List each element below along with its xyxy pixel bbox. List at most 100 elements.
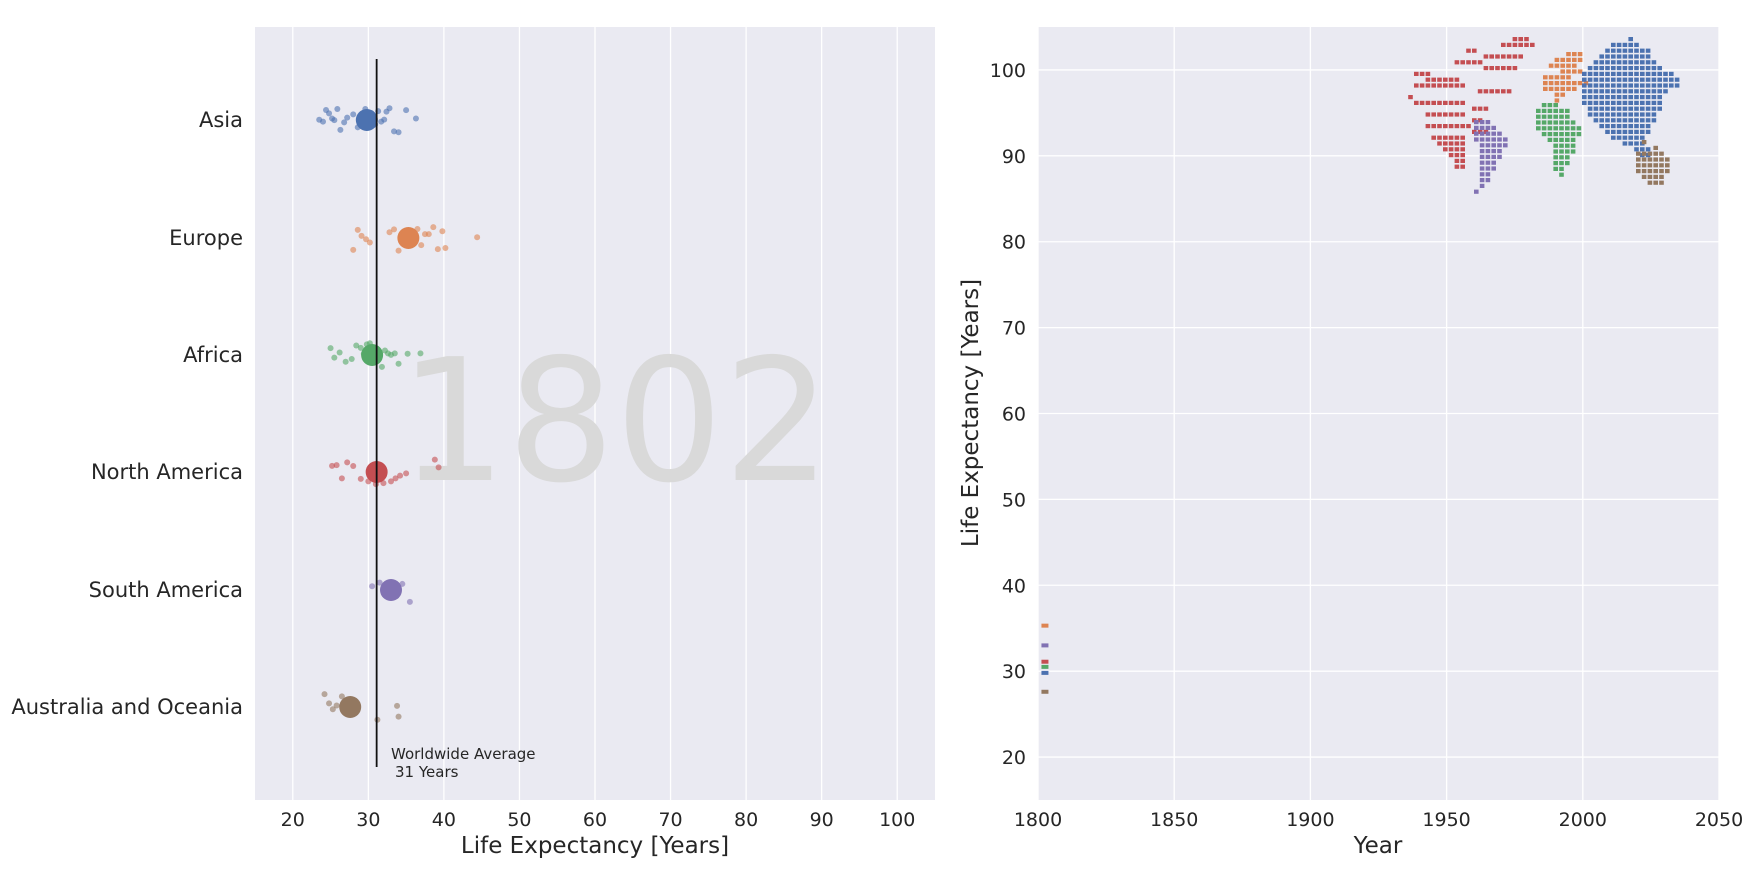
category-label: Asia (199, 108, 243, 132)
map-cell (1536, 126, 1541, 131)
map-cell (1566, 52, 1571, 57)
map-cell (1647, 163, 1653, 168)
map-cell (1460, 141, 1465, 146)
map-cell (1485, 120, 1491, 125)
country-point (395, 713, 402, 720)
map-cell (1570, 120, 1576, 125)
map-cell (1554, 86, 1560, 91)
map-cell (1622, 95, 1628, 100)
x-tick-label: 1900 (1286, 809, 1334, 831)
map-cell (1640, 48, 1645, 53)
map-cell (1483, 66, 1489, 71)
map-cell (1634, 89, 1639, 94)
map-cell (1577, 69, 1583, 74)
map-cell (1616, 66, 1622, 71)
map-cell (1593, 112, 1599, 117)
map-cell (1524, 37, 1529, 42)
map-cell (1628, 77, 1633, 82)
map-cell (1414, 100, 1419, 105)
map-cell (1616, 106, 1622, 111)
map-cell (1616, 124, 1622, 129)
continent-mean-point (380, 579, 402, 601)
map-cell (1640, 100, 1645, 105)
map-cell (1669, 77, 1674, 82)
x-tick-label: 100 (879, 809, 915, 831)
map-cell (1485, 125, 1491, 130)
map-cell (1554, 75, 1560, 80)
map-cell (1448, 124, 1454, 129)
map-cell (1565, 108, 1570, 113)
map-cell (1663, 83, 1668, 88)
map-cell (1541, 103, 1547, 108)
country-point (329, 462, 336, 469)
map-cell (1479, 149, 1485, 154)
map-cell (1647, 174, 1653, 179)
map-cell (1645, 118, 1651, 123)
map-cell (1443, 83, 1448, 88)
map-cell (1653, 174, 1658, 179)
timeline-x-label: Year (1353, 833, 1403, 859)
map-cell (1628, 141, 1633, 146)
map-cell (1559, 126, 1564, 131)
category-labels: Asia Europe Africa North America South Ameri… (11, 108, 243, 719)
map-cell (1651, 112, 1657, 117)
map-cell (1443, 100, 1448, 105)
country-point (331, 117, 338, 124)
map-cell (1622, 83, 1628, 88)
map-cell (1611, 83, 1616, 88)
map-cell (1647, 151, 1653, 156)
map-cell (1645, 124, 1651, 129)
country-point (338, 693, 345, 700)
map-cell (1566, 57, 1571, 62)
map-cell (1582, 77, 1587, 82)
map-cell (1512, 42, 1518, 47)
map-cell (1645, 60, 1651, 65)
strip-plot-x-ticks: 20 30 40 50 60 70 80 90 100 (281, 809, 916, 831)
country-point (327, 345, 334, 352)
map-cell (1443, 141, 1448, 146)
map-cell (1570, 137, 1576, 142)
map-cell (1477, 60, 1483, 65)
country-point (358, 232, 365, 239)
map-cell (1634, 66, 1639, 71)
x-tick-label: 20 (281, 809, 305, 831)
map-cell (1566, 75, 1571, 80)
map-cell (1518, 37, 1523, 42)
map-cell (1651, 95, 1657, 100)
country-point (391, 128, 398, 135)
map-cell (1489, 66, 1494, 71)
world-map-legend (1408, 37, 1680, 194)
map-cell (1553, 132, 1558, 137)
map-cell (1565, 155, 1570, 160)
map-cell (1548, 86, 1554, 91)
country-point (333, 462, 340, 469)
map-cell (1634, 71, 1639, 76)
x-tick-label: 30 (356, 809, 380, 831)
y-tick-label: 50 (1002, 489, 1026, 511)
map-cell (1543, 86, 1548, 91)
map-cell (1616, 77, 1622, 82)
map-cell (1634, 118, 1639, 123)
country-point (333, 702, 340, 709)
map-cell (1611, 135, 1616, 140)
map-cell (1628, 106, 1633, 111)
map-cell (1460, 124, 1465, 129)
country-point (366, 239, 373, 246)
map-cell (1547, 120, 1553, 125)
map-cell (1572, 63, 1577, 68)
map-cell (1622, 54, 1628, 59)
map-cell (1408, 95, 1413, 100)
map-cell (1547, 108, 1553, 113)
country-point (418, 242, 425, 249)
map-cell (1479, 160, 1485, 165)
map-cell (1659, 174, 1664, 179)
map-cell (1616, 60, 1622, 65)
map-cell (1572, 57, 1577, 62)
country-point (336, 349, 343, 356)
map-cell (1489, 54, 1494, 59)
x-tick-label: 1800 (1014, 809, 1062, 831)
map-cell (1501, 42, 1506, 47)
map-cell (1611, 95, 1616, 100)
map-cell (1548, 75, 1554, 80)
